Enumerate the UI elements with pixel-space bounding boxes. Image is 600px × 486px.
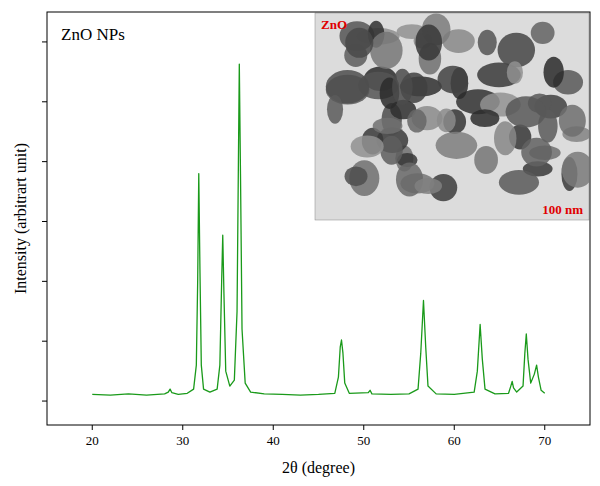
y-tick (42, 161, 47, 162)
x-tick-label: 70 (538, 433, 551, 448)
y-tick (42, 221, 47, 222)
y-tick (42, 401, 47, 402)
particle (327, 95, 343, 124)
y-axis-title: Intensity (arbitrart unit) (12, 143, 30, 294)
particle (470, 109, 499, 127)
x-axis-title: 2θ (degree) (282, 459, 355, 477)
particle (415, 178, 443, 194)
particle (407, 109, 426, 132)
y-tick (42, 281, 47, 282)
particle (380, 136, 402, 165)
x-tick (363, 425, 364, 430)
inset: ZnO 100 nm (315, 13, 594, 220)
particle (370, 32, 402, 69)
x-tick-label: 40 (267, 433, 280, 448)
particle (345, 166, 368, 186)
y-tick (42, 101, 47, 102)
title: ZnO NPs (61, 25, 125, 44)
inset-particles (326, 14, 589, 202)
particle (507, 61, 523, 84)
particle (478, 30, 497, 55)
particle (559, 105, 586, 137)
particle (499, 170, 539, 195)
x-tick (92, 425, 93, 430)
particle (438, 66, 469, 94)
frame (47, 12, 590, 425)
particle (392, 69, 412, 105)
particle (521, 138, 552, 167)
particle (351, 135, 384, 157)
particle (544, 57, 564, 88)
inset-image (315, 13, 589, 220)
inset-label: ZnO (321, 17, 347, 32)
x-tick-label: 20 (86, 433, 99, 448)
particle (436, 132, 478, 159)
x-tick (182, 425, 183, 430)
particle (415, 24, 442, 60)
x-tick-label: 50 (357, 433, 370, 448)
particle (531, 22, 555, 44)
x-tick (454, 425, 455, 430)
x-tick-label: 60 (448, 433, 461, 448)
chart: ZnO 100 nm 20 30 40 50 60 70 ZnO NPs 2θ (degree) I… (0, 0, 600, 486)
particle (345, 28, 373, 58)
particle (494, 121, 516, 155)
y-tick (42, 341, 47, 342)
particle (506, 96, 547, 127)
x-tick (273, 425, 274, 430)
particle (373, 118, 403, 134)
scale-bar-label: 100 nm (542, 202, 583, 217)
x-tick (544, 425, 545, 430)
y-tick (42, 41, 47, 42)
x-tick-label: 30 (176, 433, 189, 448)
particle (437, 109, 456, 133)
particle (474, 146, 498, 174)
particle (562, 152, 589, 188)
